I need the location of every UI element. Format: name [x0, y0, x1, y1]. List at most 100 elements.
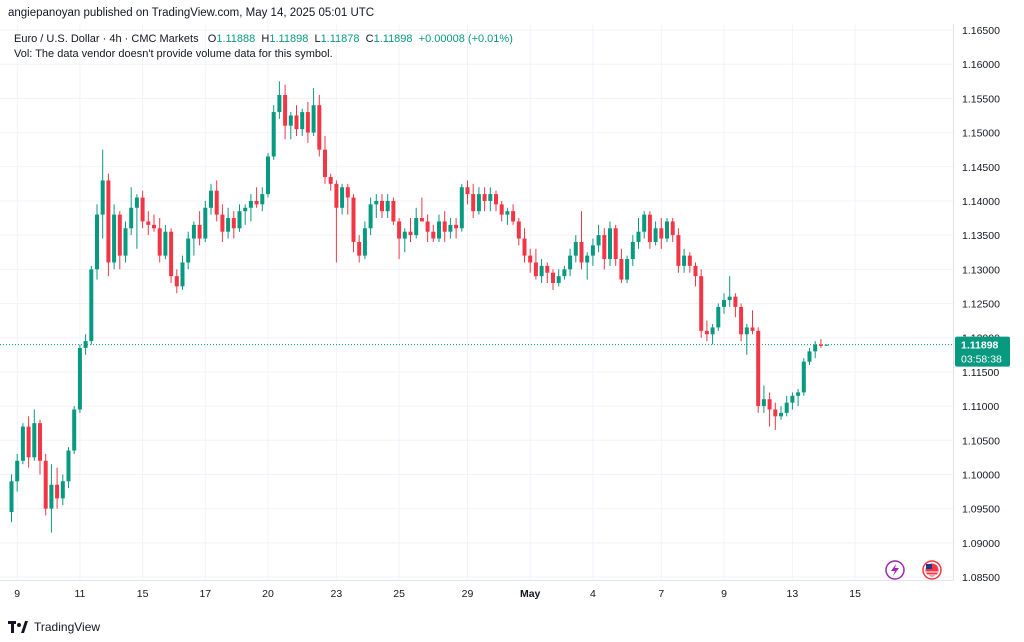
candle-body — [220, 214, 225, 232]
candle-body — [385, 200, 390, 212]
candle-body — [818, 344, 823, 346]
candle-body — [368, 204, 373, 229]
candle-body — [397, 221, 402, 239]
y-tick-label: 1.14000 — [962, 196, 1000, 208]
candle-body — [579, 241, 584, 263]
close-value: 1.11898 — [373, 33, 413, 45]
candle-body — [710, 327, 715, 335]
candle-body — [186, 238, 191, 263]
candle-body — [248, 200, 253, 208]
candle-body — [727, 296, 732, 301]
candle-body — [824, 344, 829, 346]
candle-body — [704, 330, 709, 335]
candle-body — [551, 272, 555, 283]
x-tick-label: 29 — [462, 588, 474, 600]
y-tick-label: 1.11500 — [962, 367, 999, 379]
candle-body — [414, 218, 419, 236]
candle-body — [813, 344, 818, 352]
close-label: C — [365, 33, 374, 45]
candle-body — [773, 409, 778, 417]
x-tick-label: 11 — [74, 588, 85, 600]
candle-body — [767, 399, 772, 410]
candle-body — [522, 238, 527, 256]
candle-body — [317, 105, 322, 150]
candle-body — [380, 200, 384, 212]
candle-body — [129, 207, 134, 229]
y-tick-label: 1.09000 — [962, 538, 1000, 550]
candle-body — [357, 241, 362, 256]
lightning-icon — [891, 564, 899, 576]
tradingview-logo-icon[interactable] — [8, 621, 28, 633]
candle-body — [402, 231, 407, 239]
candle-body — [83, 341, 88, 348]
candle-body — [539, 265, 544, 277]
candle-body — [437, 221, 441, 239]
candle-body — [801, 361, 806, 393]
ohlc-row: Euro / U.S. Dollar · 4h · CMC Markets O 1… — [14, 32, 513, 47]
tradingview-brand-text[interactable]: TradingView — [34, 620, 101, 634]
high-label: H — [261, 33, 270, 45]
candle-body — [374, 200, 379, 205]
candle-body — [448, 224, 453, 232]
candle-body — [26, 426, 31, 458]
candle-body — [209, 190, 213, 208]
candle-body — [305, 112, 310, 133]
candle-body — [112, 214, 117, 263]
candle-body — [471, 194, 476, 212]
x-tick-label: 13 — [787, 588, 799, 600]
candle-body — [266, 156, 270, 195]
candle-body — [66, 450, 71, 482]
candle-body — [334, 183, 339, 208]
candle-body — [528, 255, 533, 263]
open-label: O — [207, 33, 217, 45]
candle-body — [756, 330, 761, 407]
candle-body — [699, 276, 704, 331]
candle-body — [761, 399, 766, 407]
candle-body — [556, 276, 561, 283]
candle-body — [95, 214, 99, 270]
y-tick-label: 1.13500 — [962, 230, 1000, 242]
candle-body — [328, 177, 333, 184]
candle-body — [693, 265, 698, 277]
candle-body — [323, 149, 327, 178]
candle-body — [585, 255, 590, 263]
candle-body — [596, 235, 601, 246]
candle-body — [779, 412, 783, 417]
candle-body — [431, 231, 436, 239]
candle-body — [43, 460, 48, 509]
x-tick-label: 15 — [137, 588, 149, 600]
candle-body — [254, 200, 259, 205]
candle-body — [619, 259, 624, 280]
candle-body — [89, 269, 94, 342]
candle-body — [283, 94, 288, 126]
candle-body — [288, 115, 293, 126]
candle-body — [454, 224, 459, 229]
candle-body — [15, 460, 20, 482]
candle-body — [642, 214, 647, 232]
candle-body — [590, 245, 595, 256]
symbol-label[interactable]: Euro / U.S. Dollar · 4h · CMC Markets — [14, 33, 199, 45]
candle-body — [174, 276, 179, 287]
candle-body — [123, 228, 128, 256]
candle-body — [32, 423, 37, 458]
chart-area[interactable]: 1.16500 1.16000 1.15500 1.15000 1.14500 1.140… — [0, 24, 1024, 614]
candle-body — [807, 351, 812, 362]
candle-body — [100, 180, 105, 215]
footer: TradingView — [8, 617, 100, 637]
candle-body — [77, 347, 82, 410]
y-tick-label: 1.16000 — [962, 59, 1000, 71]
candle-body — [744, 327, 749, 335]
candle-body — [568, 255, 573, 270]
candle-body — [60, 481, 65, 499]
candlestick-chart[interactable]: 1.16500 1.16000 1.15500 1.15000 1.14500 1.140… — [0, 24, 1024, 614]
price-badge[interactable] — [955, 336, 1010, 367]
candle-body — [682, 255, 687, 266]
candle-body — [203, 207, 208, 239]
x-tick-label: 17 — [199, 588, 211, 600]
candle-body — [197, 224, 202, 239]
candle-body — [140, 197, 145, 222]
candle-body — [488, 194, 493, 201]
candle-body — [271, 112, 276, 157]
candle-body — [351, 197, 356, 242]
candle-body — [49, 484, 54, 509]
